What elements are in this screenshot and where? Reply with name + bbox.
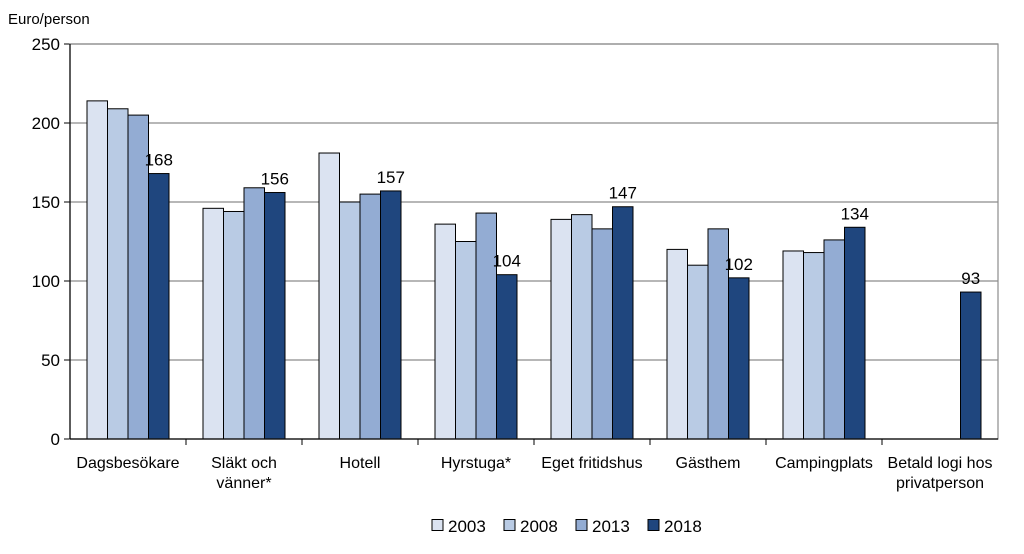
bar-2013 [591, 228, 613, 440]
legend-label: 2008 [520, 517, 558, 536]
bar-2018 [728, 277, 750, 440]
legend-label: 2003 [448, 517, 486, 536]
x-category-label: Dagsbesökare [76, 455, 179, 472]
bar-2018 [148, 173, 170, 440]
data-label: 168 [145, 151, 173, 170]
bar-2018 [612, 206, 634, 440]
bar-2003 [202, 207, 224, 440]
bar-2018 [960, 291, 982, 440]
bar-2013 [243, 187, 265, 440]
bar-2008 [687, 264, 709, 440]
x-category-label: privatperson [896, 475, 984, 492]
y-tick-label: 200 [32, 114, 60, 133]
legend-swatch-2008 [503, 519, 516, 531]
bar-2013 [359, 193, 381, 440]
y-axis-title: Euro/person [8, 11, 90, 28]
x-category-label: vänner* [216, 475, 271, 492]
labels: 168 Dagsbesökare 156 Släkt och vänner* 157 Hot… [76, 151, 992, 492]
data-label: 104 [493, 252, 521, 271]
x-category-label: Gästhem [676, 455, 741, 472]
bar-2003 [782, 250, 804, 440]
x-category-label: Campingplats [775, 455, 873, 472]
legend: 2003 2008 2013 2018 [431, 517, 702, 536]
data-label: 157 [377, 168, 405, 187]
y-tick-label: 50 [41, 351, 60, 370]
bar-2003 [318, 152, 340, 440]
data-label: 102 [725, 255, 753, 274]
y-tick-label: 250 [32, 35, 60, 54]
legend-label: 2018 [664, 517, 702, 536]
bar-2008 [339, 201, 361, 440]
x-category-label: Släkt och [211, 455, 277, 472]
y-tick-label: 150 [32, 193, 60, 212]
legend-swatch-2003 [431, 519, 444, 531]
bar-2008 [455, 241, 477, 440]
bar-2008 [571, 214, 593, 440]
data-label: 156 [261, 170, 289, 189]
legend-label: 2013 [592, 517, 630, 536]
bar-2003 [550, 218, 572, 440]
bar-2018 [264, 192, 286, 440]
bar-2003 [434, 223, 456, 440]
bar-2018 [844, 226, 866, 440]
bar-2013 [475, 212, 497, 440]
bars [86, 100, 982, 440]
bar-2018 [380, 190, 402, 440]
bar-2013 [823, 239, 845, 440]
x-category-label: Eget fritidshus [541, 455, 642, 472]
axes: Euro/person 0 50 100 150 200 250 [8, 11, 999, 449]
x-category-label: Betald logi hos [888, 455, 993, 472]
bar-2018 [496, 274, 518, 440]
data-label: 93 [961, 269, 980, 288]
bar-2008 [107, 108, 129, 440]
y-tick-label: 0 [51, 430, 60, 449]
data-label: 147 [609, 184, 637, 203]
bar-2008 [803, 252, 825, 440]
x-category-label: Hyrstuga* [441, 455, 511, 472]
x-category-label: Hotell [340, 455, 381, 472]
bar-2003 [666, 248, 688, 440]
legend-swatch-2013 [575, 519, 588, 531]
legend-swatch-2018 [647, 519, 660, 531]
bar-2008 [223, 210, 245, 440]
y-tick-label: 100 [32, 272, 60, 291]
bar-2003 [86, 100, 108, 440]
data-label: 134 [841, 204, 869, 223]
